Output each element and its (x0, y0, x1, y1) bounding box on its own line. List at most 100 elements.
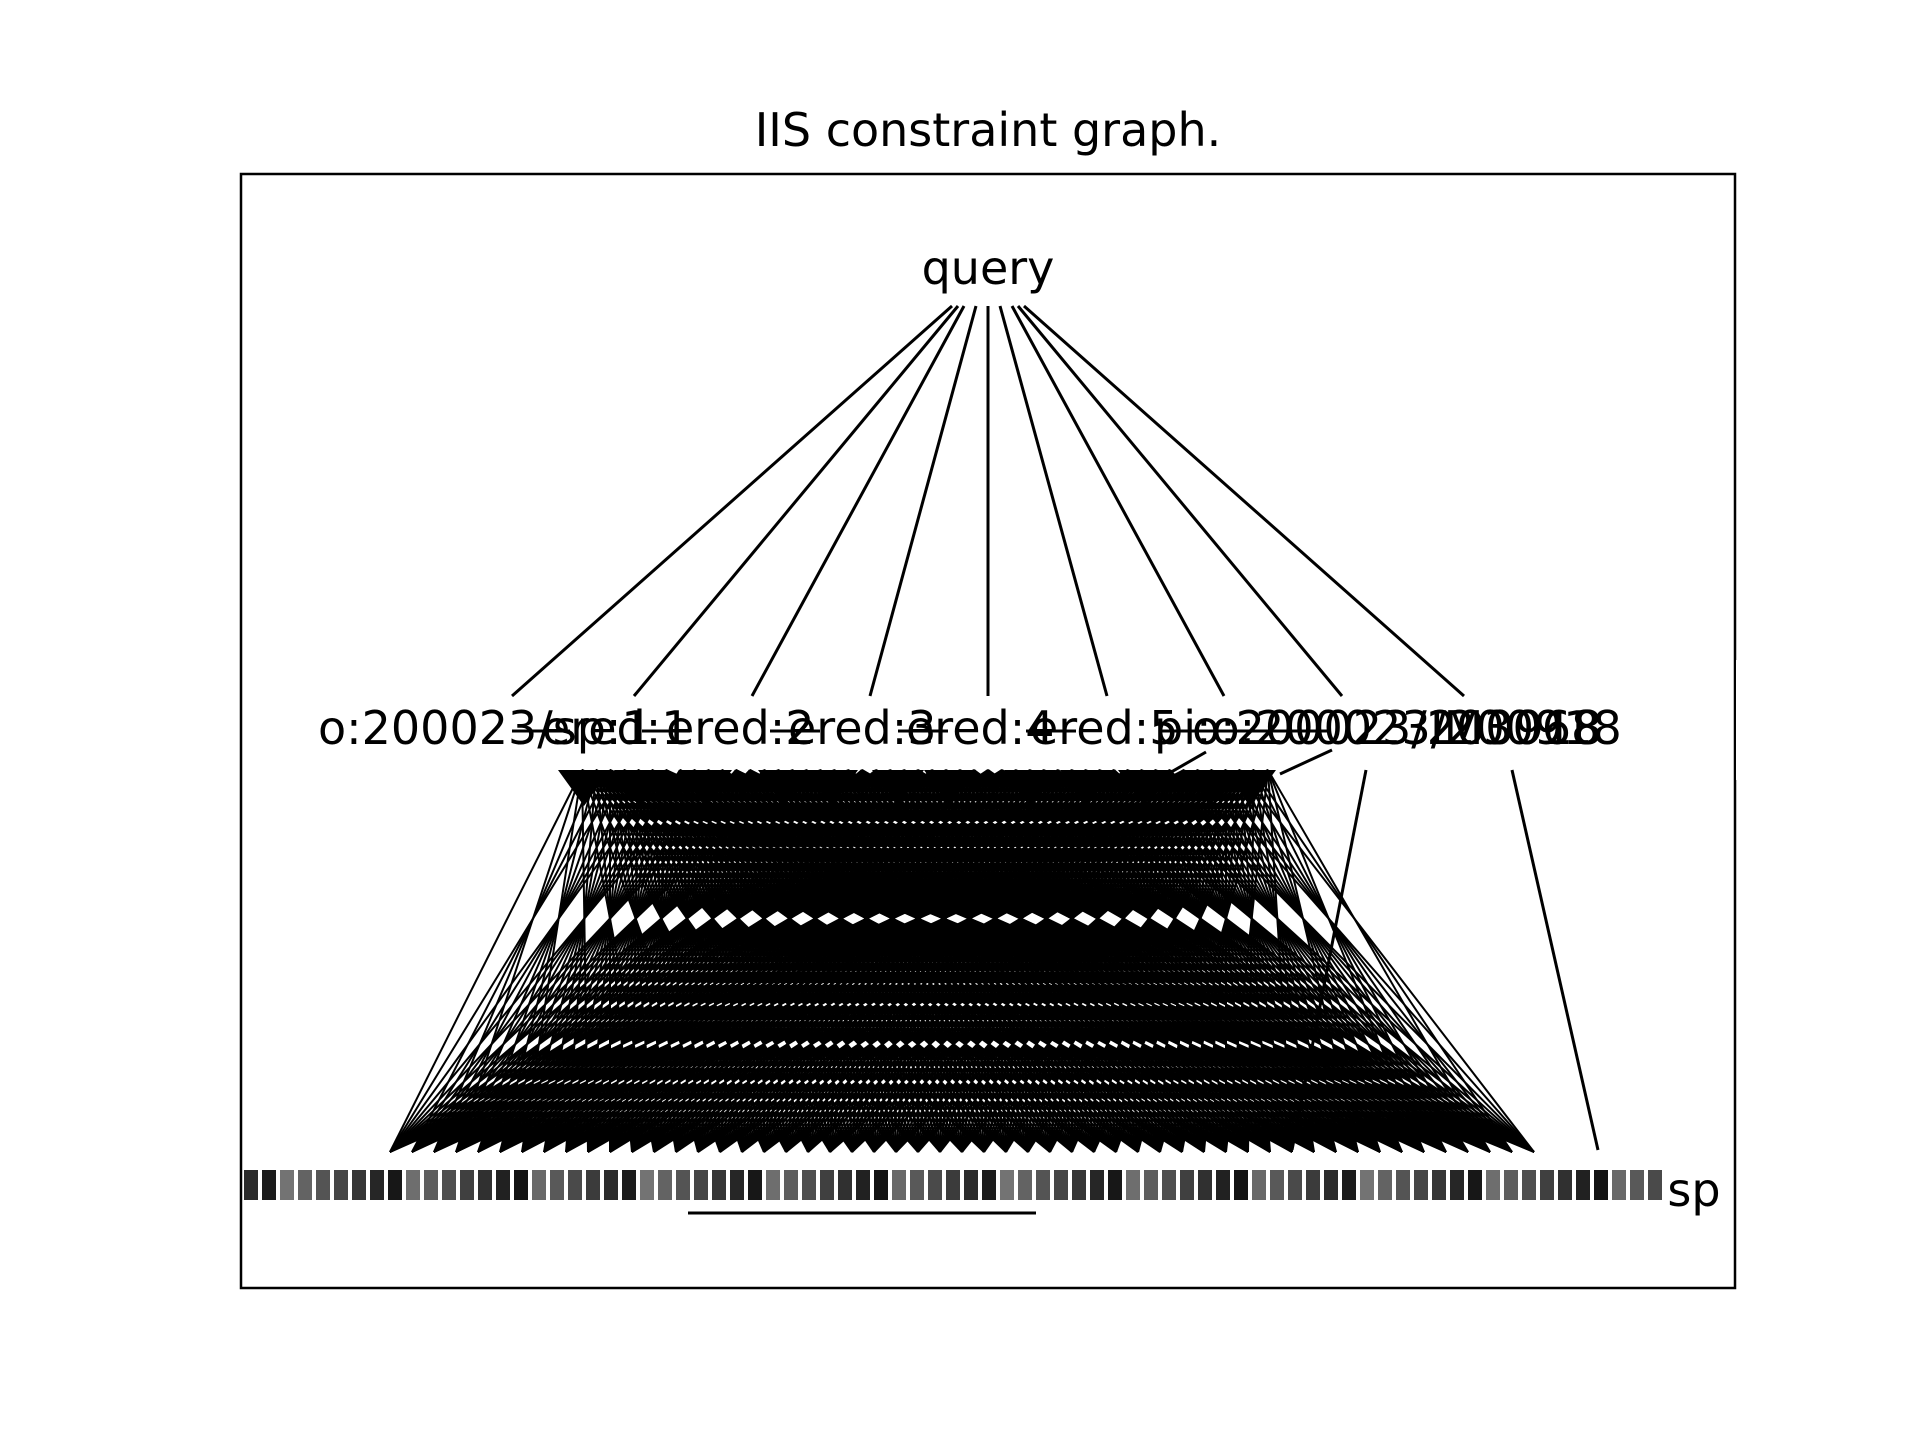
mesh-edge (499, 769, 1185, 1153)
bottom-label-glyph (334, 1170, 348, 1200)
bottom-label-glyph (1540, 1170, 1554, 1200)
root-edge-group (511, 304, 1465, 698)
mesh-edge (411, 769, 863, 1153)
mesh-edge (389, 769, 919, 1153)
bottom-label-glyph (568, 1170, 582, 1200)
mesh-edge (851, 769, 1255, 1153)
mesh-edge (521, 769, 1255, 1153)
mesh-edge (1267, 769, 1359, 1153)
mesh-edge (433, 769, 1269, 1153)
bottom-label-glyph (478, 1170, 492, 1200)
mesh-edge (389, 769, 877, 1153)
bottom-label-glyph (640, 1170, 654, 1200)
mesh-edge (521, 769, 1213, 1153)
bottom-label-glyph (1378, 1170, 1392, 1200)
bottom-label-glyph (676, 1170, 690, 1200)
mesh-edge (609, 769, 1241, 1153)
mesh-edge (1253, 769, 1513, 1153)
bottom-label-glyph (406, 1170, 420, 1200)
root-label-bg (910, 236, 1066, 300)
mesh-edge (433, 769, 1227, 1153)
right-margin-mask (1736, 660, 1920, 780)
mesh-edge (433, 769, 933, 1153)
edge-root-9 (1023, 304, 1465, 698)
mesh-edge (411, 769, 1241, 1153)
arrowhead (872, 770, 924, 806)
edge-root-2 (632, 305, 960, 697)
bottom-label-glyph (1360, 1170, 1374, 1200)
bottom-label-glyph (730, 1170, 744, 1200)
mesh-edge (1181, 769, 1255, 1153)
bottom-label-glyph (766, 1170, 780, 1200)
bottom-label-glyph (820, 1170, 834, 1200)
mesh-edge (411, 769, 1199, 1153)
bottom-label-glyph (1054, 1170, 1068, 1200)
edge-root-1 (511, 304, 953, 698)
mesh-edge (1093, 769, 1269, 1153)
mesh-edge (983, 769, 1255, 1153)
bottom-label-glyph (280, 1170, 294, 1200)
mesh-edge (389, 769, 1045, 1153)
mesh-edge (895, 769, 1269, 1153)
bottom-label-glyph (1612, 1170, 1626, 1200)
mesh-edge (389, 769, 835, 1153)
bottom-label-glyph (928, 1170, 942, 1200)
mesh-edge (433, 769, 849, 1153)
mesh-edge (543, 769, 1199, 1153)
bottom-label-glyph (1108, 1170, 1122, 1200)
mesh-edge (389, 769, 1213, 1153)
bottom-label-glyph (1000, 1170, 1014, 1200)
mesh-edge (389, 769, 1171, 1153)
bottom-label-glyph (532, 1170, 546, 1200)
mesh-edge (961, 769, 1227, 1153)
bottom-label-glyph (1234, 1170, 1248, 1200)
bottom-label-glyph (388, 1170, 402, 1200)
mesh-edge (411, 769, 821, 1153)
bottom-label-glyph (352, 1170, 366, 1200)
bottom-label-glyph (1144, 1170, 1158, 1200)
bottom-label-glyph (1558, 1170, 1572, 1200)
bottom-label-glyph (658, 1170, 672, 1200)
mesh-edge (389, 769, 961, 1153)
mesh-edge (411, 769, 695, 1153)
mesh-edge (1225, 769, 1491, 1153)
mesh-edge (1071, 769, 1241, 1153)
mesh-edge (895, 769, 1227, 1153)
mesh-edge (1049, 769, 1255, 1153)
mesh-edge (807, 769, 1241, 1153)
bottom-label-glyph (262, 1170, 276, 1200)
mesh-edge (1137, 769, 1241, 1153)
mesh-edge (433, 769, 681, 1153)
edge-short-1 (1279, 748, 1333, 776)
bottom-label-glyph (1486, 1170, 1500, 1200)
mesh-edge (411, 769, 611, 1153)
middle-node-labels: o:200023/sp:1 ered:1 ered:2 ered:3 ered:… (318, 701, 1622, 755)
mesh-edge (455, 769, 1213, 1153)
mesh-edge (785, 769, 1255, 1153)
mesh-edge (477, 769, 1199, 1153)
bottom-label-glyph (1450, 1170, 1464, 1200)
arrowhead (758, 770, 810, 806)
bottom-label-glyph (946, 1170, 960, 1200)
node-label-ered2: ered:2 (666, 701, 814, 755)
bottom-label-glyph (1396, 1170, 1410, 1200)
bottom-label-glyph (424, 1170, 438, 1200)
mesh-edge (763, 769, 1269, 1153)
mesh-edge (477, 769, 947, 1153)
bottom-node-labels (244, 1170, 1662, 1200)
mesh-edge (565, 769, 1227, 1153)
mesh-edge (675, 769, 1241, 1153)
mesh-edge (477, 769, 1241, 1153)
mesh-edge (697, 769, 1269, 1153)
bottom-label-glyph (370, 1170, 384, 1200)
mesh-edge (1225, 769, 1293, 1153)
bottom-label-glyph (910, 1170, 924, 1200)
mesh-edge (477, 769, 989, 1153)
bottom-label-glyph (748, 1170, 762, 1200)
mesh-edge (1239, 769, 1337, 1153)
mesh-edge (389, 769, 1087, 1153)
arrowhead (806, 770, 858, 806)
mesh-edge (1225, 769, 1359, 1153)
mesh-edge (389, 769, 793, 1153)
